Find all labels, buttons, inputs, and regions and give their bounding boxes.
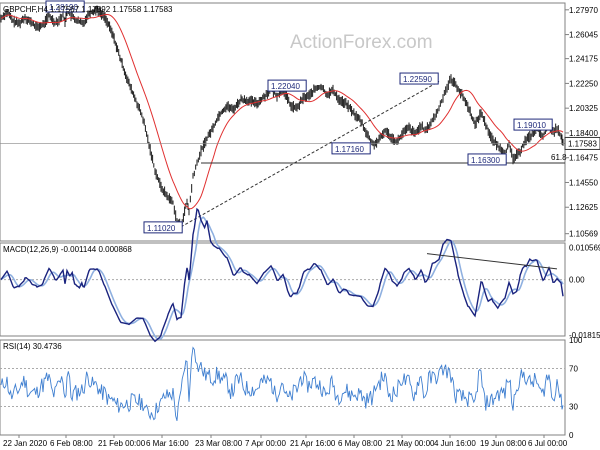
x-axis-label: 6 Mar 16:00 bbox=[146, 439, 189, 448]
macd-signal-line bbox=[0, 216, 564, 341]
rsi-panel-frame bbox=[0, 339, 566, 436]
trend-line bbox=[180, 81, 440, 228]
rsi-axis-label: 70 bbox=[569, 365, 578, 374]
x-axis-label: 19 Jun 08:00 bbox=[480, 439, 527, 448]
price-annotation-box bbox=[467, 153, 507, 166]
x-axis-label: 6 Jul 00:00 bbox=[528, 439, 568, 448]
macd-divergence-line bbox=[426, 253, 558, 270]
price-axis-label: 1.16475 bbox=[569, 154, 598, 163]
rsi-axis-label: 30 bbox=[569, 403, 578, 412]
last-price-box bbox=[564, 136, 600, 150]
rsi-axis-label: 100 bbox=[569, 336, 583, 345]
price-annotation-label: 1.28190 bbox=[49, 3, 78, 12]
x-axis-label: 6 Feb 08:00 bbox=[50, 439, 93, 448]
x-axis-label: 21 Apr 16:00 bbox=[290, 439, 336, 448]
last-price-label: 1.17583 bbox=[568, 139, 597, 148]
macd-axis-label: 0.010569 bbox=[569, 243, 600, 252]
rsi-line bbox=[0, 346, 564, 422]
price-annotation-label: 1.19010 bbox=[517, 121, 546, 130]
x-axis-label: 22 Jan 2020 bbox=[3, 439, 48, 448]
price-axis-label: 1.20325 bbox=[569, 104, 598, 113]
x-axis-label: 4 Jun 16:00 bbox=[434, 439, 476, 448]
price-axis-label: 1.12625 bbox=[569, 203, 598, 212]
macd-axis-label: -0.018154 bbox=[569, 331, 600, 340]
x-axis-label: 7 Apr 00:00 bbox=[245, 439, 286, 448]
price-panel-frame bbox=[0, 2, 566, 242]
rsi-header: RSI(14) 30.4736 bbox=[3, 342, 62, 351]
price-annotation-box bbox=[267, 79, 307, 92]
price-axis-label: 1.10569 bbox=[569, 230, 598, 239]
price-annotation-label: 1.17160 bbox=[335, 145, 364, 154]
price-annotation-label: 1.16300 bbox=[471, 156, 500, 165]
price-annotation-box bbox=[143, 221, 183, 234]
price-axis-label: 1.26045 bbox=[569, 31, 598, 40]
x-axis-label: 23 Mar 08:00 bbox=[195, 439, 243, 448]
price-annotation-box bbox=[399, 72, 439, 85]
price-annotation-box bbox=[331, 142, 371, 155]
watermark: ActionForex.com bbox=[290, 32, 433, 53]
price-axis-label: 1.18400 bbox=[569, 129, 598, 138]
price-axis-label: 1.22250 bbox=[569, 79, 598, 88]
x-axis-label: 6 May 08:00 bbox=[338, 439, 383, 448]
price-annotation-label: 1.11020 bbox=[147, 224, 176, 233]
moving-average-line bbox=[0, 13, 564, 210]
price-annotation-box bbox=[513, 118, 553, 131]
macd-panel-frame bbox=[0, 242, 566, 337]
price-annotation-box bbox=[45, 0, 85, 13]
price-axis-label: 1.14550 bbox=[569, 178, 598, 187]
x-axis-label: 21 May 00:00 bbox=[386, 439, 435, 448]
fib-level-label: 61.8 bbox=[551, 153, 567, 162]
x-axis-label: 21 Feb 00:00 bbox=[98, 439, 146, 448]
macd-axis-label: 0.00 bbox=[569, 276, 585, 285]
price-header: GBPCHF,H4 1.17567 1.17592 1.17558 1.1758… bbox=[3, 5, 173, 14]
rsi-axis-label: 0 bbox=[569, 431, 574, 440]
macd-header: MACD(12,26,9) -0.001144 0.000868 bbox=[3, 245, 132, 254]
price-axis-label: 1.24175 bbox=[569, 55, 598, 64]
price-annotation-label: 1.22040 bbox=[271, 82, 300, 91]
macd-line bbox=[0, 207, 564, 343]
price-annotation-label: 1.22590 bbox=[403, 75, 432, 84]
price-axis-label: 1.27970 bbox=[569, 6, 598, 15]
